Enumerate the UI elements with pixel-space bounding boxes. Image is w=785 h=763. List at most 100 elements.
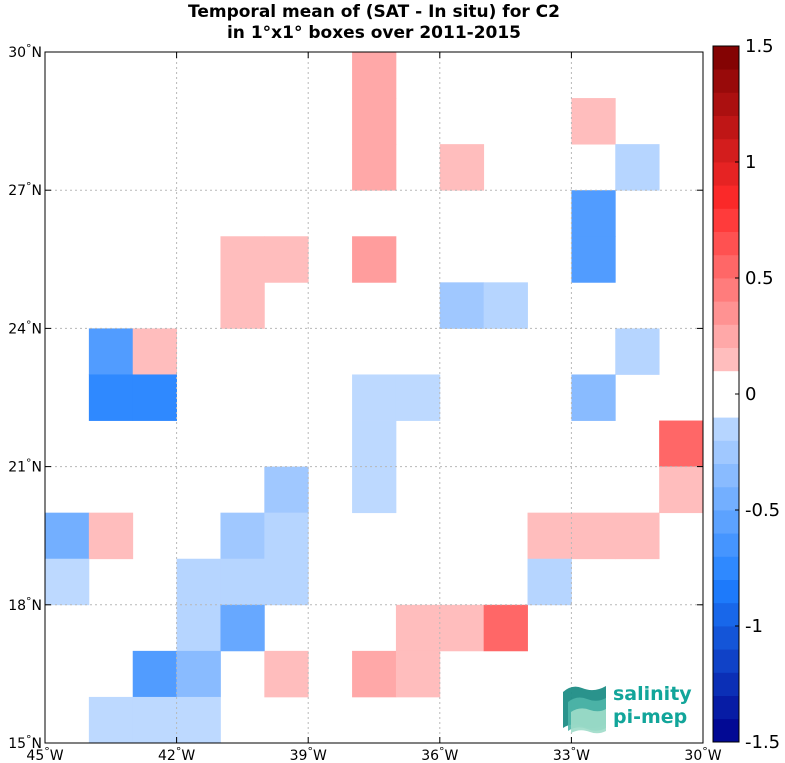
- y-tick-label: 15°N: [8, 733, 42, 752]
- heatmap-cell: [264, 236, 309, 283]
- colorbar-swatch: [713, 185, 739, 209]
- heatmap-cell: [176, 604, 221, 652]
- x-tick-label: 45°W: [26, 745, 63, 763]
- colorbar-swatch: [713, 254, 739, 279]
- colorbar-swatch: [713, 718, 739, 743]
- colorbar-swatch: [713, 626, 739, 650]
- colorbar-swatch: [713, 46, 739, 70]
- heatmap-cells: [45, 52, 704, 744]
- logo-text-salinity: salinity: [613, 683, 692, 705]
- heatmap-cell: [439, 604, 485, 652]
- y-tick-label: 21°N: [8, 457, 42, 476]
- heatmap-cell: [352, 144, 397, 191]
- heatmap-cell: [176, 650, 221, 698]
- chart-title-line-1: Temporal mean of (SAT - In situ) for C2: [188, 2, 560, 22]
- x-tick-label: 42°W: [158, 745, 195, 763]
- heatmap-cell: [571, 374, 616, 421]
- heatmap-cell: [132, 328, 177, 375]
- colorbar-swatch: [713, 115, 739, 140]
- colorbar-swatch: [713, 231, 739, 256]
- logo-text-pi-mep: pi-mep: [613, 706, 687, 728]
- x-tick-label: 30°W: [684, 745, 721, 763]
- heatmap-cell: [395, 374, 441, 421]
- colorbar-swatch: [713, 602, 739, 627]
- colorbar-tick-label: 1: [745, 152, 756, 173]
- colorbar-swatch: [713, 579, 739, 604]
- heatmap-cell: [220, 282, 265, 329]
- x-tick-label: 36°W: [421, 745, 458, 763]
- colorbar-swatch: [713, 533, 739, 557]
- colorbar-swatch: [713, 486, 739, 511]
- heatmap-cell: [176, 558, 221, 606]
- heatmap-cell: [264, 466, 309, 514]
- colorbar-swatch: [713, 695, 739, 720]
- plot-area: 45°W 42°W 39°W 36°W 33°W 30°W 15°N 18°N 21°N 24°…: [8, 42, 722, 763]
- colorbar-swatch: [713, 649, 739, 673]
- y-axis: 15°N 18°N 21°N 24°N 27°N 30°N: [8, 42, 703, 752]
- heatmap-cell: [395, 650, 441, 698]
- grid-lines: [45, 52, 703, 743]
- heatmap-cell: [132, 650, 177, 698]
- heatmap-cell: [132, 696, 177, 744]
- colorbar-swatch: [713, 162, 739, 186]
- colorbar-tick-label: -1: [745, 616, 763, 637]
- heatmap-cell: [483, 604, 528, 652]
- heatmap-cell: [264, 650, 309, 698]
- colorbar-swatch: [713, 556, 739, 580]
- colorbar-swatch: [713, 394, 739, 418]
- heatmap-cell: [659, 466, 704, 514]
- x-tick-label: 39°W: [290, 745, 327, 763]
- colorbar-ticks: 1.5 1 0.5 0 -0.5 -1 -1.5: [735, 36, 780, 753]
- colorbar-swatch: [713, 324, 739, 348]
- heatmap-cell: [395, 604, 441, 652]
- heatmap-cell: [176, 696, 221, 744]
- heatmap-cell: [352, 420, 397, 467]
- plot-frame: [44, 51, 704, 744]
- x-tick-label: 33°W: [553, 745, 590, 763]
- colorbar-swatch: [713, 278, 739, 302]
- salinity-pi-mep-logo: salinity pi-mep: [563, 683, 692, 734]
- colorbar-swatch: [713, 417, 739, 441]
- heatmap-cell: [352, 650, 397, 698]
- heatmap-cell: [439, 282, 485, 329]
- heatmap-cell: [615, 512, 660, 560]
- heatmap-cell: [659, 420, 704, 467]
- heatmap-cell: [615, 144, 660, 191]
- heatmap-cell: [483, 282, 528, 329]
- heatmap-cell: [264, 512, 309, 560]
- colorbar-swatch: [713, 440, 739, 464]
- chart-title-line-2: in 1°x1° boxes over 2011-2015: [227, 23, 521, 43]
- heatmap-cell: [439, 144, 485, 191]
- heatmap-cell: [88, 696, 134, 744]
- heatmap-cell: [527, 512, 572, 560]
- colorbar-tick-label: 0: [745, 384, 756, 405]
- heatmap-cell: [220, 558, 265, 606]
- heatmap-cell: [220, 512, 265, 560]
- colorbar-swatch: [713, 301, 739, 325]
- colorbar-tick-label: 1.5: [745, 36, 774, 57]
- heatmap-cell: [571, 190, 616, 237]
- wave-logo-icon: [563, 686, 606, 734]
- colorbar: 1.5 1 0.5 0 -0.5 -1 -1.5: [712, 36, 780, 753]
- heatmap-cell: [88, 374, 134, 421]
- colorbar-swatch: [713, 92, 739, 116]
- heatmap-cell: [220, 236, 265, 283]
- heatmap-cell: [45, 558, 90, 606]
- y-tick-label: 27°N: [8, 180, 42, 199]
- colorbar-tick-label: -0.5: [745, 500, 780, 521]
- heatmap-cell: [352, 466, 397, 514]
- heatmap-cell: [615, 328, 660, 375]
- colorbar-swatch: [713, 138, 739, 163]
- y-tick-label: 30°N: [8, 42, 42, 61]
- heatmap-cell: [571, 98, 616, 145]
- heatmap-cell: [352, 374, 397, 421]
- heatmap-cell: [571, 236, 616, 283]
- heatmap-cell: [88, 328, 134, 375]
- heatmap-cell: [220, 604, 265, 652]
- colorbar-swatch: [713, 672, 739, 696]
- colorbar-swatch: [713, 347, 739, 372]
- heatmap-cell: [352, 236, 397, 283]
- heatmap-cell: [352, 52, 397, 99]
- x-axis: 45°W 42°W 39°W 36°W 33°W 30°W: [26, 52, 722, 763]
